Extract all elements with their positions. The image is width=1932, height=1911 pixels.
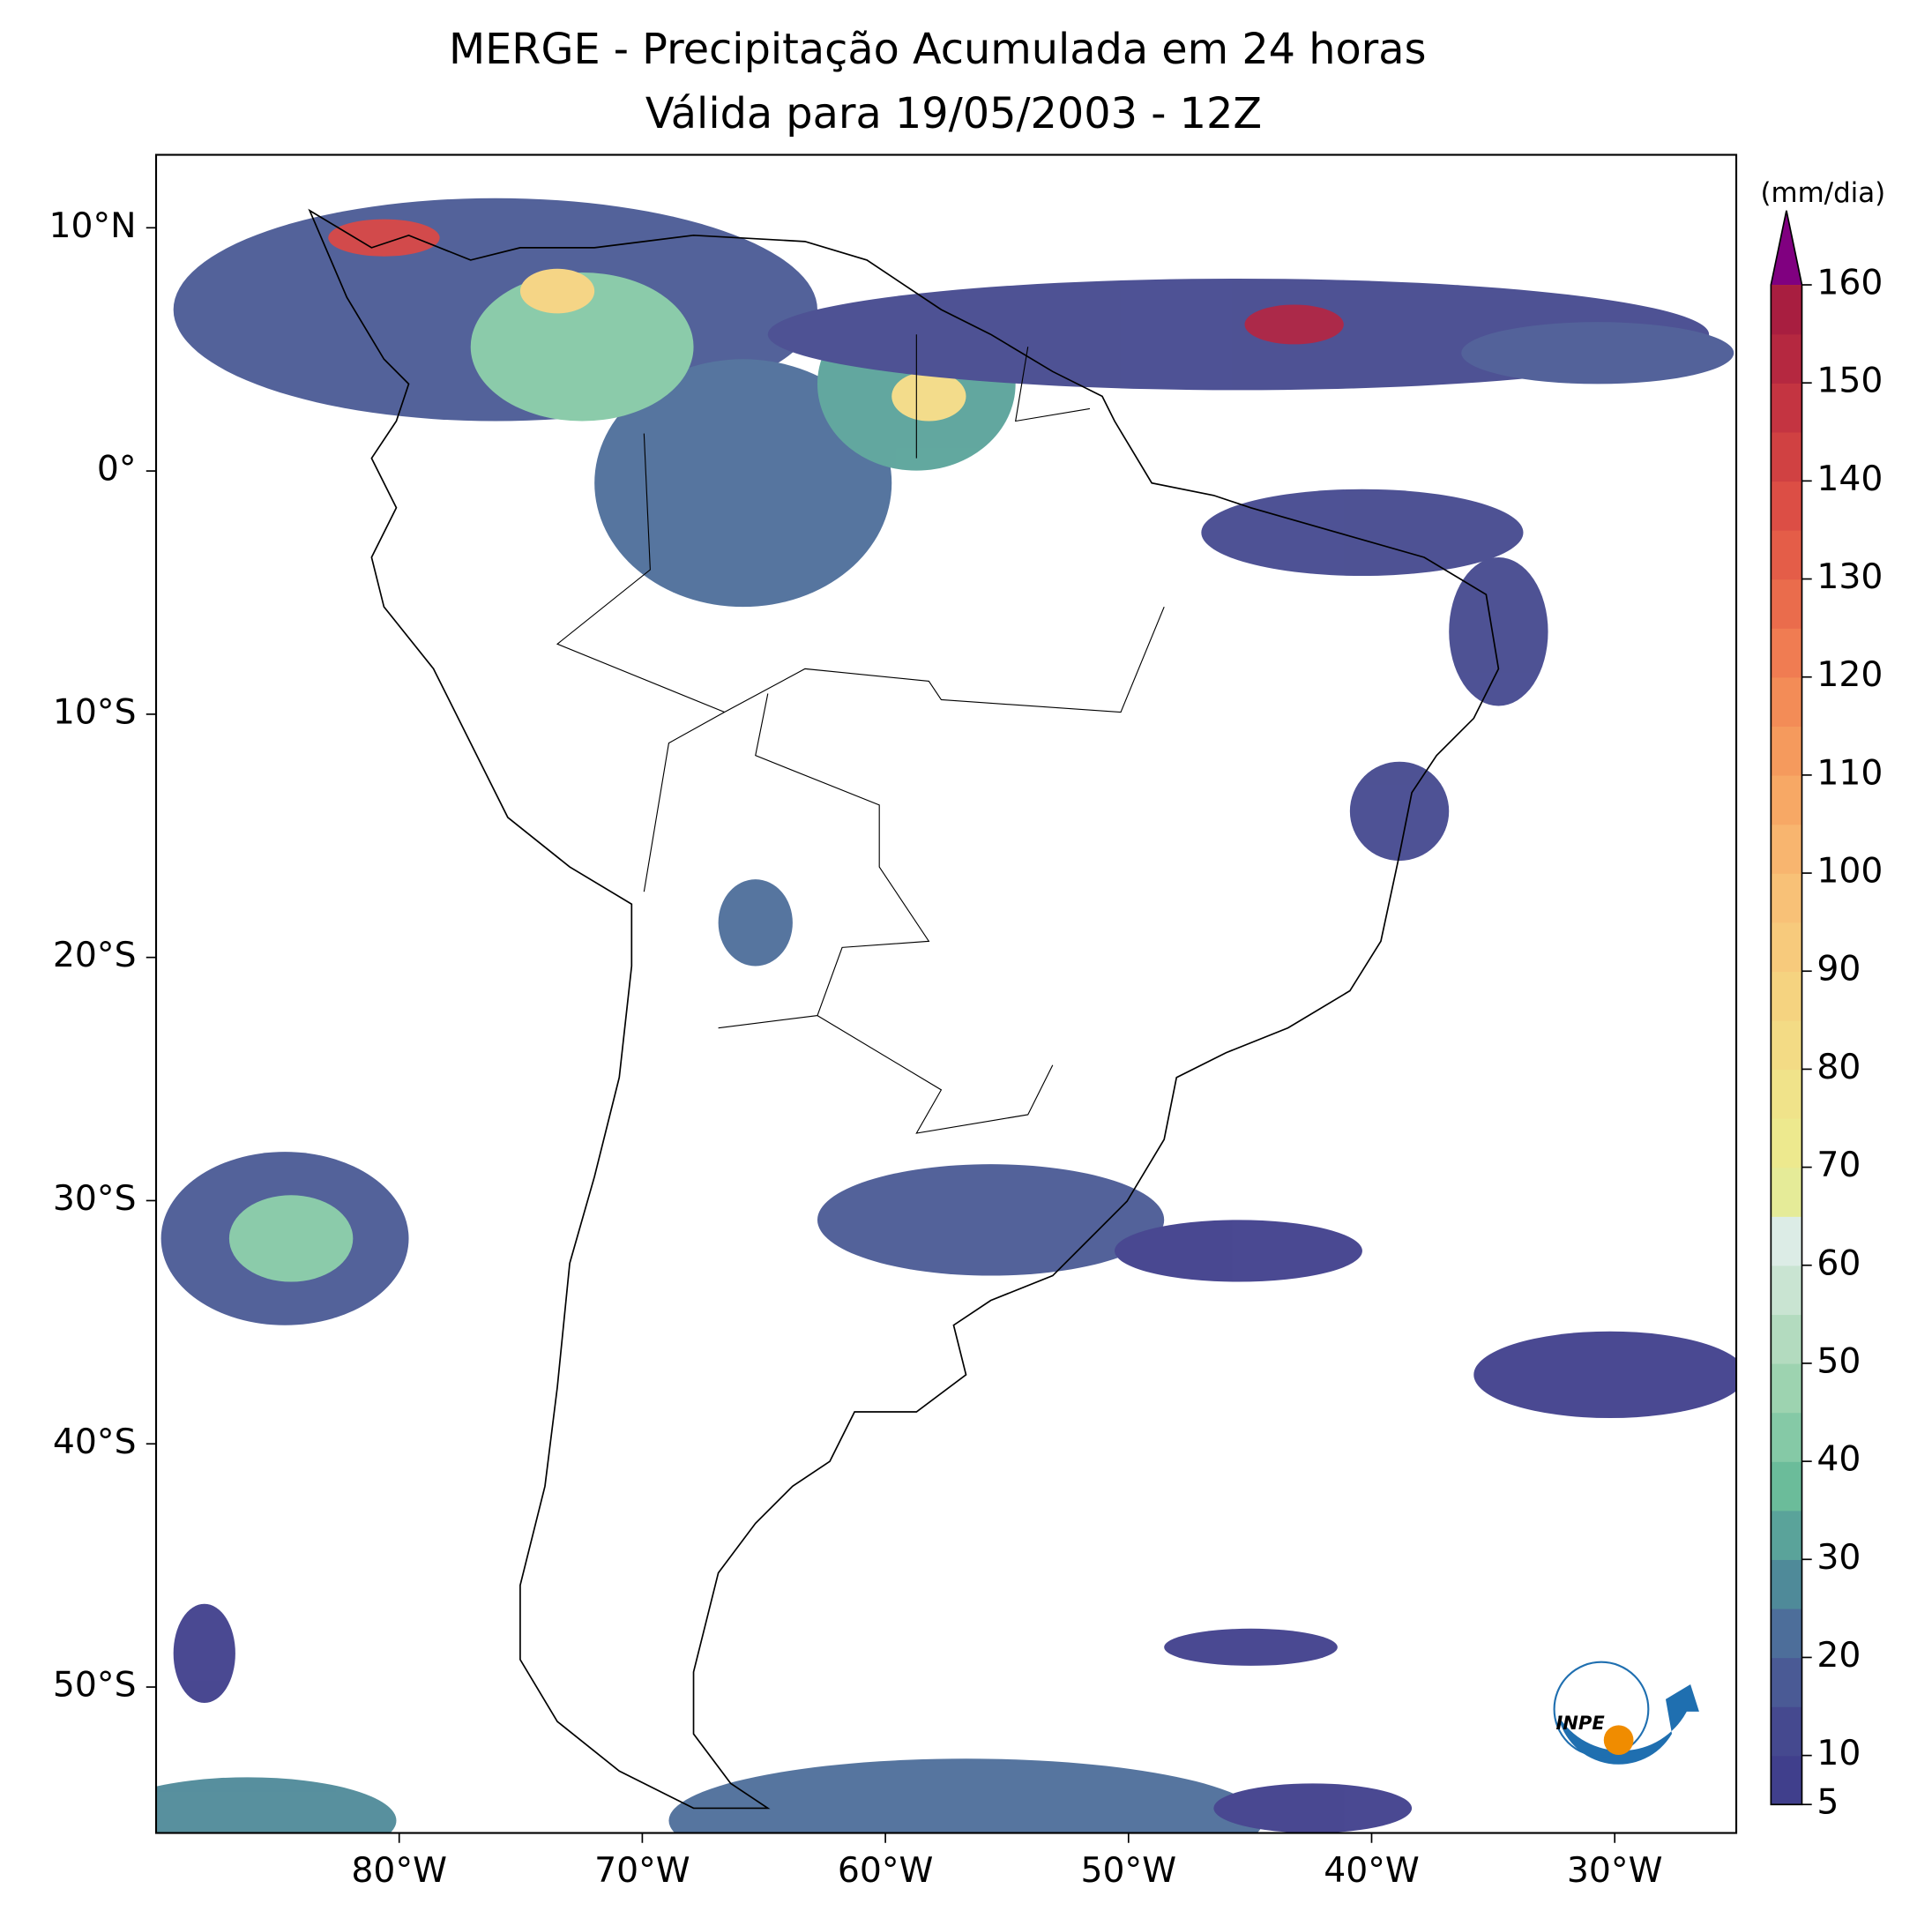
colorbar-band xyxy=(1771,431,1802,482)
colorbar-band xyxy=(1771,1608,1802,1659)
map-area xyxy=(156,198,1737,1833)
colorbar-tick-label: 80 xyxy=(1816,1048,1861,1087)
colorbar-band xyxy=(1771,529,1802,580)
title: MERGE - Precipitação Acumulada em 24 hor… xyxy=(449,26,1426,74)
colorbar-band xyxy=(1771,1559,1802,1609)
colorbar-unit: (mm/dia) xyxy=(1760,177,1885,209)
colorbar-tick-label: 110 xyxy=(1816,753,1883,793)
colorbar-band xyxy=(1771,1706,1802,1757)
colorbar-band xyxy=(1771,1216,1802,1266)
colorbar-tick-label: 130 xyxy=(1816,557,1883,597)
y-tick-label: 0° xyxy=(97,450,137,489)
colorbar-band xyxy=(1771,1117,1802,1168)
inpe-logo: INPE xyxy=(1553,1661,1699,1765)
colorbar-tick-label: 20 xyxy=(1816,1636,1861,1676)
colorbar-band xyxy=(1771,922,1802,972)
subtitle: Válida para 19/05/2003 - 12Z xyxy=(645,90,1262,138)
colorbar-band xyxy=(1771,1510,1802,1560)
colorbar-tick-label: 150 xyxy=(1816,362,1883,401)
colorbar-tick-label: 100 xyxy=(1816,852,1883,892)
logo-text: INPE xyxy=(1555,1712,1605,1734)
colorbar-tick-label: 5 xyxy=(1816,1783,1839,1823)
x-tick-label: 30°W xyxy=(1567,1851,1663,1891)
y-tick-label: 40°S xyxy=(53,1422,137,1462)
colorbar-tick-label: 30 xyxy=(1816,1538,1861,1578)
colorbar-tick-label: 120 xyxy=(1816,655,1883,695)
precipitation xyxy=(156,198,1737,1833)
colorbar-band xyxy=(1771,1412,1802,1462)
x-tick-label: 80°W xyxy=(351,1851,447,1891)
colorbar-band xyxy=(1771,676,1802,728)
colorbar-band xyxy=(1771,1019,1802,1071)
colorbar-band xyxy=(1771,1657,1802,1707)
colorbar-tick-label: 10 xyxy=(1816,1734,1861,1773)
colorbar-band xyxy=(1771,628,1802,678)
x-tick-label: 50°W xyxy=(1081,1851,1177,1891)
y-tick-label: 50°S xyxy=(53,1666,137,1706)
colorbar-band xyxy=(1771,726,1802,776)
colorbar-band xyxy=(1771,1069,1802,1119)
colorbar-tick-label: 40 xyxy=(1816,1440,1861,1480)
colorbar-tick-label: 160 xyxy=(1816,264,1883,303)
y-tick-label: 10°N xyxy=(48,206,136,246)
country-borders xyxy=(556,334,1165,1134)
colorbar-band xyxy=(1771,383,1802,433)
colorbar-band xyxy=(1771,579,1802,629)
colorbar-tick-label: 140 xyxy=(1816,459,1883,499)
colorbar-band xyxy=(1771,1314,1802,1364)
y-tick-label: 10°S xyxy=(53,692,137,732)
colorbar-band xyxy=(1771,1265,1802,1316)
y-tick-label: 30°S xyxy=(53,1179,137,1219)
colorbar-band xyxy=(1771,824,1802,874)
y-tick-label: 20°S xyxy=(53,936,137,975)
colorbar-tick-label: 50 xyxy=(1816,1341,1861,1381)
colorbar-band xyxy=(1771,1167,1802,1217)
colorbar-tick-label: 70 xyxy=(1816,1146,1861,1185)
colorbar-frame xyxy=(1770,210,1803,1806)
map-frame xyxy=(154,153,1738,1834)
colorbar-tick-label: 90 xyxy=(1816,950,1861,989)
colorbar-band xyxy=(1771,481,1802,531)
colorbar-band xyxy=(1771,1362,1802,1414)
colorbar-band xyxy=(1771,1755,1802,1805)
continent-outline xyxy=(308,208,1500,1810)
colorbar-extend xyxy=(1771,210,1802,286)
colorbar-band xyxy=(1771,873,1802,923)
colorbar-band xyxy=(1771,774,1802,825)
colorbar-band xyxy=(1771,1461,1802,1512)
x-tick-label: 70°W xyxy=(594,1851,690,1891)
colorbar-band xyxy=(1771,285,1802,335)
x-tick-label: 60°W xyxy=(838,1851,934,1891)
colorbar-tick-label: 60 xyxy=(1816,1243,1861,1283)
colorbar-band xyxy=(1771,971,1802,1021)
x-tick-label: 40°W xyxy=(1324,1851,1420,1891)
colorbar-band xyxy=(1771,333,1802,384)
